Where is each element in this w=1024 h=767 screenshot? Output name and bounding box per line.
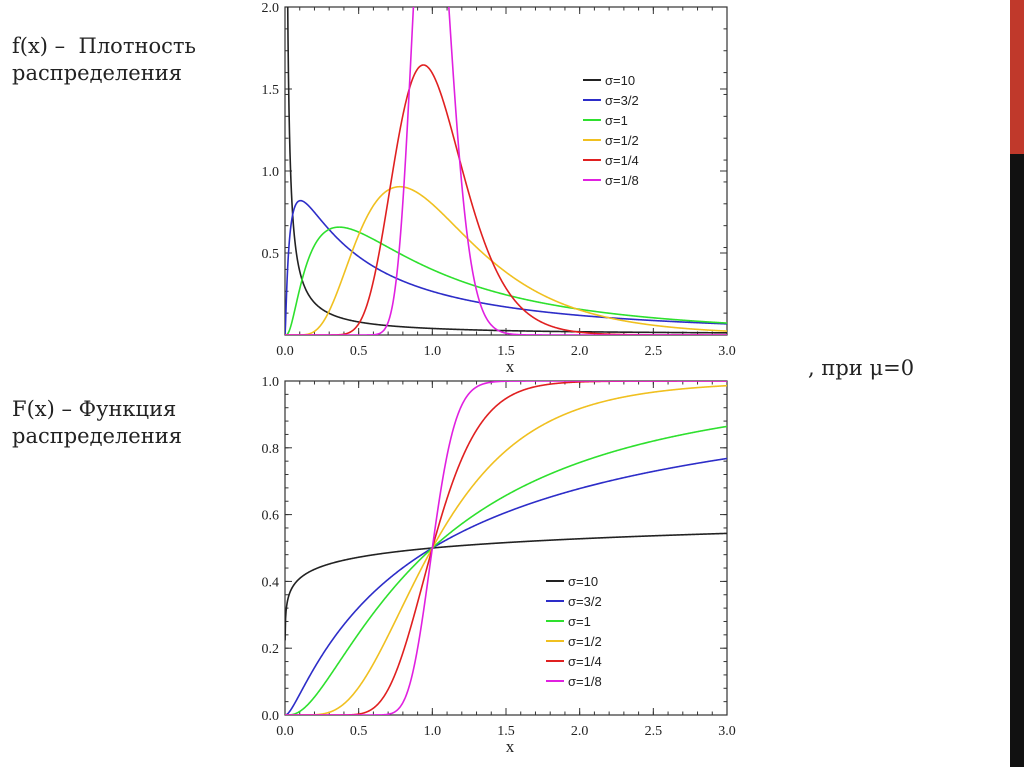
series-group	[285, 381, 727, 715]
legend-label: σ=1/2	[605, 133, 639, 148]
series-line	[285, 384, 727, 715]
x-tick-label: 2.0	[571, 724, 589, 739]
legend-label: σ=1/8	[605, 173, 639, 188]
cdf-caption-line1: F(x) – Функция	[12, 397, 177, 421]
series-line	[285, 457, 727, 715]
legend-label: σ=3/2	[605, 93, 639, 108]
x-tick-label: 0.0	[276, 724, 294, 739]
series-line	[285, 381, 727, 715]
x-tick-label: 2.5	[645, 724, 663, 739]
series-line	[286, 7, 727, 334]
series-line	[285, 532, 727, 641]
x-tick-label: 1.0	[424, 724, 442, 739]
chart-cdf: 0.0 0.5 1.0 1.5 2.0 2.5 3.0 0.0 0.2 0.4 0.6 0.8 1.0 x…	[262, 375, 736, 756]
x-axis-label: x	[506, 737, 515, 756]
series-line	[285, 7, 727, 335]
x-tick-label: 1.5	[497, 724, 515, 739]
y-tick-label: 0.2	[262, 642, 280, 657]
x-tick-label: 0.5	[350, 344, 368, 359]
legend-label: σ=10	[605, 73, 635, 88]
y-tick-label: 0.5	[262, 247, 280, 262]
series-line	[285, 425, 727, 715]
y-tick-label: 2.0	[262, 1, 280, 16]
pdf-caption-line2: распределения	[12, 61, 182, 85]
plot-frame	[284, 380, 728, 716]
x-axis-label: x	[506, 357, 515, 376]
accent-bar-top	[1010, 0, 1024, 154]
accent-bar-bottom	[1010, 154, 1024, 767]
legend-label: σ=1	[568, 614, 591, 629]
series-line	[285, 226, 727, 335]
series-line	[285, 381, 727, 715]
parameter-caption: , при μ=0	[808, 356, 915, 380]
legend-label: σ=1/2	[568, 634, 602, 649]
legend-label: σ=1	[605, 113, 628, 128]
legend-label: σ=10	[568, 574, 598, 589]
x-tick-label: 3.0	[718, 724, 736, 739]
y-tick-label: 1.0	[262, 375, 280, 390]
x-tick-label: 3.0	[718, 344, 736, 359]
x-tick-label: 2.5	[645, 344, 663, 359]
cdf-caption-line2: распределения	[12, 424, 182, 448]
x-tick-label: 0.0	[276, 344, 294, 359]
legend-label: σ=1/4	[605, 153, 639, 168]
x-tick-label: 1.5	[497, 344, 515, 359]
legend-label: σ=3/2	[568, 594, 602, 609]
chart-pdf: 0.0 0.5 1.0 1.5 2.0 2.5 3.00.51.01.52.0xσ=10σ=…	[262, 1, 736, 376]
pdf-caption-line1: f(x) – Плотность	[12, 34, 196, 58]
legend: σ=10 σ=3/2 σ=1 σ=1/2 σ=1/4 σ=1/8	[546, 574, 602, 689]
x-tick-label: 0.5	[350, 724, 368, 739]
y-tick-label: 1.0	[262, 165, 280, 180]
x-tick-label: 2.0	[571, 344, 589, 359]
plot-frame	[284, 6, 728, 336]
series-line	[285, 185, 727, 335]
cdf-caption: F(x) – Функция распределения	[12, 396, 182, 450]
x-tick-label: 1.0	[424, 344, 442, 359]
pdf-caption: f(x) – Плотность распределения	[12, 33, 196, 87]
legend-label: σ=1/8	[568, 674, 602, 689]
y-tick-label: 0.4	[262, 575, 280, 590]
legend-label: σ=1/4	[568, 654, 602, 669]
y-tick-label: 1.5	[262, 83, 280, 98]
y-tick-label: 0.0	[262, 709, 280, 724]
y-tick-label: 0.8	[262, 442, 280, 457]
legend: σ=10 σ=3/2 σ=1 σ=1/2 σ=1/4 σ=1/8	[583, 73, 639, 188]
y-tick-label: 0.6	[262, 509, 280, 524]
series-group	[285, 7, 727, 335]
series-line	[285, 199, 727, 335]
